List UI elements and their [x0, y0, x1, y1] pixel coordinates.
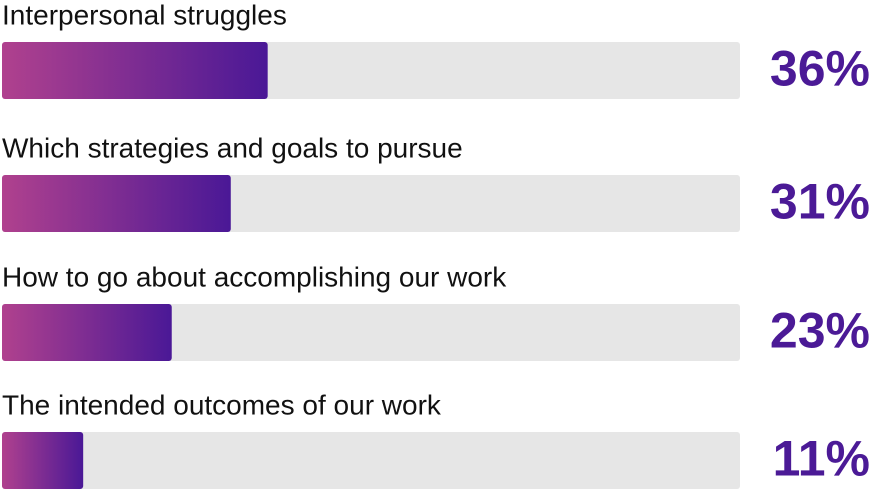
bar — [2, 175, 231, 232]
bar — [2, 432, 84, 489]
value-label: 36% — [770, 41, 870, 97]
category-label: How to go about accomplishing our work — [2, 261, 507, 292]
value-label: 31% — [770, 174, 870, 230]
bar — [2, 42, 268, 99]
bar-track — [2, 432, 740, 489]
bar-track — [2, 304, 740, 361]
bar — [2, 304, 172, 361]
value-label: 11% — [773, 431, 870, 487]
value-label: 23% — [770, 303, 870, 359]
category-label: The intended outcomes of our work — [2, 389, 442, 420]
category-label: Interpersonal struggles — [2, 0, 287, 30]
category-label: Which strategies and goals to pursue — [2, 132, 463, 163]
